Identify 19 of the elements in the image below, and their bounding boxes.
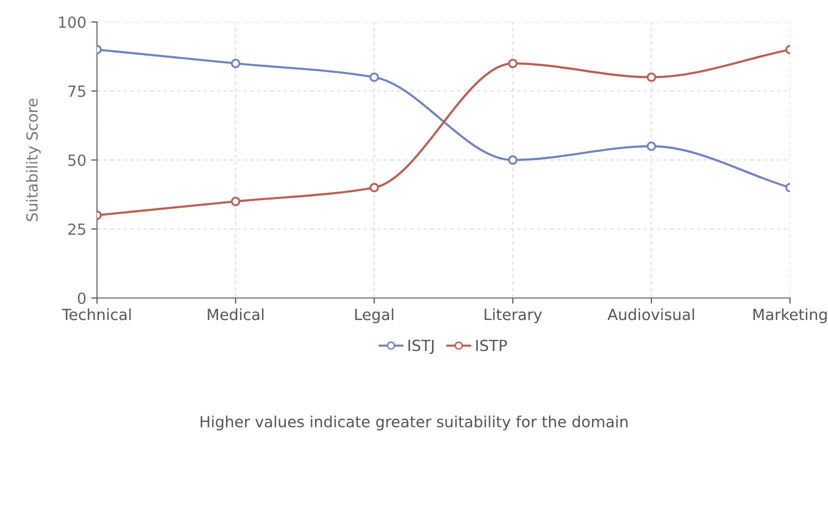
x-tick-label: Technical: [62, 308, 131, 320]
legend-label: ISTJ: [408, 340, 434, 354]
y-tick-label: 100: [59, 16, 86, 28]
y-tick-label: 0: [78, 292, 86, 304]
point: [508, 58, 518, 68]
x-tick-label: Medical: [208, 308, 264, 320]
y-tick-label: 25: [68, 223, 86, 236]
point: [369, 72, 379, 82]
point: [369, 182, 379, 192]
x-tick-label: Marketing: [753, 308, 827, 324]
text: Higher values indicate greater suitability for the domain: [200, 416, 628, 430]
y-axis-title: Suitability Score: [26, 98, 41, 222]
point: [508, 155, 518, 165]
y-tick-label: 75: [68, 86, 86, 98]
y-tick-label: 50: [68, 154, 86, 166]
legend-label: ISTP: [476, 340, 507, 352]
x-tick-label: Literary: [484, 308, 542, 324]
x-tick-label: Audiovisual: [608, 308, 694, 320]
x-tick-label: Legal: [355, 308, 394, 324]
